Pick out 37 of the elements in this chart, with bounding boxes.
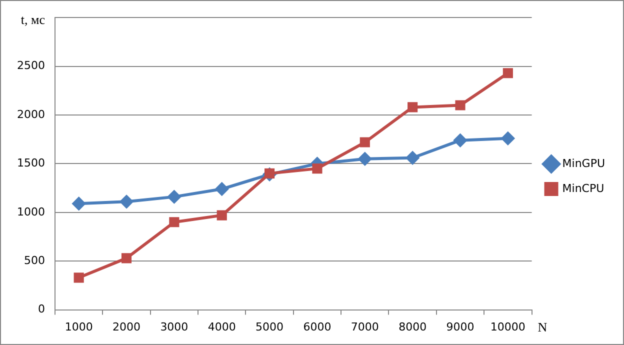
point <box>502 68 513 78</box>
x-tick-label: 4000 <box>208 320 236 334</box>
point <box>455 100 466 110</box>
y-axis-title: t, мс <box>20 12 46 28</box>
point <box>408 102 418 112</box>
x-tick-label: 2000 <box>112 320 141 334</box>
y-tick-label: 0 <box>38 302 45 316</box>
point <box>454 134 467 147</box>
x-tick-label: 10000 <box>490 320 526 334</box>
point <box>168 190 181 204</box>
y-tick-label: 2000 <box>16 108 45 121</box>
point <box>72 197 86 210</box>
y-tick-label: 1000 <box>16 205 45 218</box>
point <box>216 210 227 220</box>
y-tick-label: 2500 <box>16 59 45 72</box>
x-tick-label: 9000 <box>446 320 474 334</box>
point <box>215 182 228 196</box>
point <box>501 132 514 145</box>
x-tick-label: 5000 <box>256 320 284 334</box>
point <box>121 253 132 264</box>
y-tick-label: 1500 <box>16 156 45 170</box>
point <box>312 164 322 174</box>
point <box>358 152 372 166</box>
point <box>169 217 180 228</box>
x-tick-label: 1000 <box>64 320 93 334</box>
point <box>406 151 420 164</box>
legend-label: MinCPU <box>562 182 604 195</box>
x-tick-label: 3000 <box>160 320 188 334</box>
x-tick-label: 7000 <box>350 320 379 334</box>
point <box>120 195 134 208</box>
y-tick-label: 500 <box>24 254 45 267</box>
x-tick-label: 8000 <box>398 320 427 334</box>
x-tick-label: 6000 <box>303 320 332 334</box>
point <box>74 272 84 283</box>
point <box>360 137 370 148</box>
legend-label: MinGPU <box>562 156 606 170</box>
x-axis-title: N <box>538 319 548 334</box>
